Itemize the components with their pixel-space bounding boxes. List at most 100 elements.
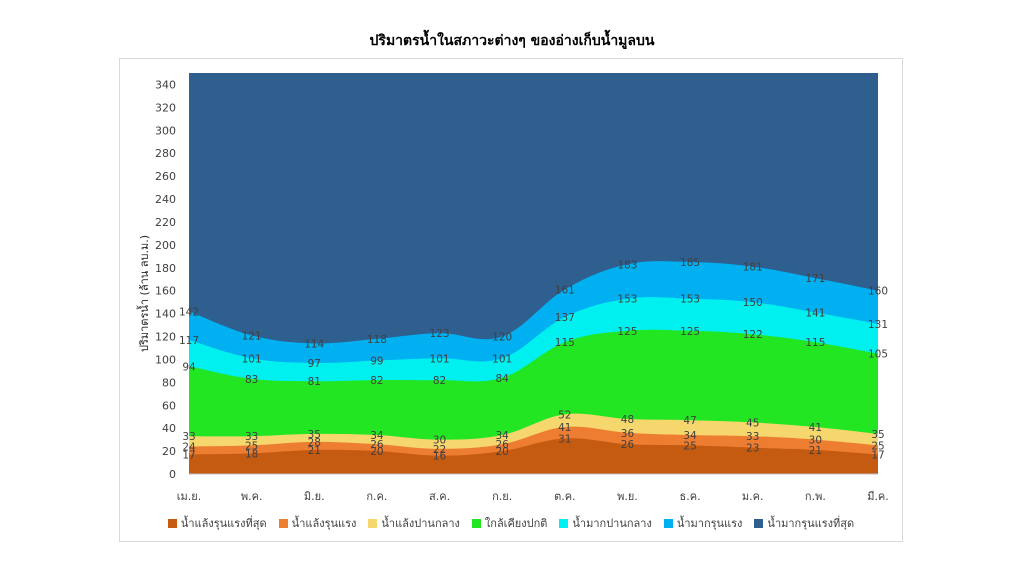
x-tick-label: พ.ย. [617, 490, 638, 503]
data-label: 26 [370, 439, 384, 451]
chart-frame [119, 58, 903, 542]
data-label: 101 [430, 353, 450, 365]
x-tick-label: มี.ค. [867, 490, 889, 503]
data-label: 20 [495, 446, 508, 458]
y-tick-label: 160 [155, 285, 176, 298]
data-label: 142 [179, 306, 199, 318]
data-label: 125 [680, 326, 700, 338]
data-label: 24 [182, 442, 196, 454]
legend-item: น้ำมากรุนแรง [663, 514, 743, 532]
data-label: 97 [308, 358, 321, 370]
data-label: 25 [245, 440, 258, 452]
legend-label: น้ำมากปานกลาง [572, 517, 652, 530]
data-label: 30 [809, 435, 822, 447]
legend-label: น้ำแล้งรุนแรง [291, 517, 357, 530]
y-tick-label: 260 [155, 170, 176, 183]
legend-label: น้ำแล้งรุนแรงที่สุด [180, 517, 267, 530]
y-tick-label: 20 [162, 445, 176, 458]
data-label: 34 [495, 430, 509, 442]
y-tick-label: 200 [155, 239, 176, 252]
legend-swatch [167, 519, 177, 528]
y-tick-label: 300 [155, 124, 176, 137]
legend-swatch [754, 519, 764, 528]
data-label: 26 [621, 439, 635, 451]
data-label: 141 [805, 307, 825, 319]
x-tick-label: มิ.ย. [304, 490, 325, 503]
x-tick-label: ก.พ. [805, 490, 826, 503]
legend-item: ใกล้เคียงปกติ [471, 514, 548, 532]
y-tick-label: 140 [155, 308, 176, 321]
data-label: 21 [308, 445, 321, 457]
y-tick-label: 120 [155, 331, 176, 344]
data-label: 115 [805, 337, 825, 349]
y-tick-label: 180 [155, 262, 176, 275]
data-label: 33 [746, 431, 759, 443]
legend-label: น้ำมากรุนแรง [676, 517, 743, 530]
chart-legend: น้ำแล้งรุนแรงที่สุด น้ำแล้งรุนแรง น้ำแล้งป… [119, 514, 903, 532]
data-label: 81 [308, 376, 321, 388]
area-series-6 [189, 438, 878, 474]
data-label: 33 [245, 431, 258, 443]
data-label: 185 [680, 257, 700, 269]
data-label: 161 [555, 285, 575, 297]
legend-label: ใกล้เคียงปกติ [484, 517, 548, 530]
data-label: 99 [370, 356, 383, 368]
legend-item: น้ำมากรุนแรงที่สุด [754, 514, 854, 532]
data-label: 137 [555, 312, 575, 324]
data-label: 118 [367, 334, 387, 346]
data-label: 26 [495, 439, 509, 451]
data-label: 16 [433, 451, 447, 463]
data-label: 121 [242, 330, 262, 342]
legend-label: น้ำมากรุนแรงที่สุด [767, 517, 855, 530]
y-tick-label: 60 [162, 399, 176, 412]
y-tick-label: 240 [155, 193, 176, 206]
data-label: 20 [370, 446, 383, 458]
data-label: 18 [245, 448, 258, 460]
data-label: 171 [805, 273, 825, 285]
legend-swatch [278, 519, 288, 528]
data-label: 101 [242, 353, 262, 365]
y-axis-title: ปริมาตรน้ำ (ล้าน ลบ.ม.) [136, 235, 151, 352]
data-label: 17 [182, 450, 195, 462]
data-label: 82 [433, 375, 446, 387]
data-label: 33 [182, 431, 195, 443]
legend-swatch [368, 519, 378, 528]
data-label: 114 [304, 338, 324, 350]
data-label: 84 [495, 373, 509, 385]
data-label: 82 [370, 375, 383, 387]
legend-item: น้ำแล้งปานกลาง [368, 514, 460, 532]
legend-swatch [559, 519, 569, 528]
data-label: 183 [617, 259, 637, 271]
data-label: 115 [555, 337, 575, 349]
data-label: 21 [809, 445, 822, 457]
legend-swatch [663, 519, 673, 528]
data-label: 117 [179, 335, 199, 347]
data-label: 34 [683, 430, 697, 442]
data-label: 123 [430, 328, 450, 340]
data-label: 41 [558, 422, 571, 434]
data-label: 105 [868, 349, 888, 361]
legend-item: น้ำแล้งรุนแรงที่สุด [167, 514, 267, 532]
x-tick-label: เม.ย. [177, 490, 201, 503]
data-label: 150 [743, 297, 763, 309]
data-label: 30 [433, 435, 446, 447]
legend-item: น้ำแล้งรุนแรง [278, 514, 357, 532]
legend-swatch [471, 519, 481, 528]
data-label: 28 [308, 437, 321, 449]
y-tick-label: 280 [155, 147, 176, 160]
x-tick-label: ต.ค. [554, 490, 576, 503]
data-label: 31 [558, 433, 571, 445]
data-label: 122 [743, 329, 763, 341]
y-tick-label: 220 [155, 216, 176, 229]
data-label: 83 [245, 374, 258, 386]
legend-label: น้ำแล้งปานกลาง [381, 517, 460, 530]
x-tick-label: ส.ค. [429, 490, 450, 503]
data-label: 181 [743, 262, 763, 274]
data-label: 41 [809, 422, 822, 434]
data-label: 120 [492, 332, 512, 344]
data-label: 160 [868, 286, 888, 298]
x-tick-label: พ.ค. [241, 490, 263, 503]
data-label: 22 [433, 444, 446, 456]
data-label: 35 [871, 429, 884, 441]
